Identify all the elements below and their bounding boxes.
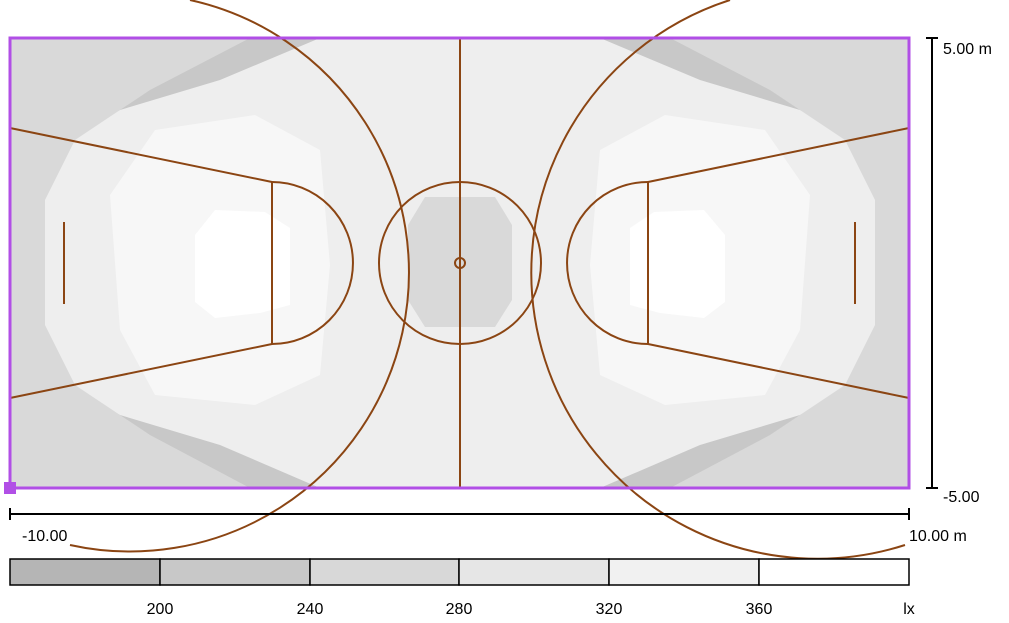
legend-band-2: [159, 558, 311, 586]
legend-band-1: [9, 558, 161, 586]
free-throw-arc-right: [566, 181, 649, 345]
legend-value-240: 240: [296, 601, 324, 618]
y-max-label: 5.00 m: [943, 41, 992, 58]
three-point-arc-right: [530, 0, 906, 560]
y-min-label: -5.00: [943, 489, 980, 506]
legend-band-4: [458, 558, 610, 586]
legend-bar: [9, 558, 910, 586]
origin-marker: [4, 482, 16, 494]
x-max-label: 10.00 m: [909, 528, 967, 545]
key-line-right-top: [647, 127, 910, 183]
key-line-left-bottom: [9, 343, 273, 399]
three-point-arc-left: [69, 0, 411, 553]
iso-zone-400-right: [630, 210, 725, 318]
key-line-left-top: [9, 127, 273, 183]
iso-zone-280-left: [10, 38, 250, 488]
legend-value-320: 320: [595, 601, 623, 618]
x-min-label: -10.00: [22, 528, 68, 545]
legend-band-5: [608, 558, 760, 586]
legend-value-280: 280: [445, 601, 473, 618]
legend-band-6: [758, 558, 910, 586]
iso-zone-400-left: [195, 210, 290, 318]
court-markings: [9, 0, 910, 560]
iso-zone-280-right: [670, 38, 909, 488]
center-spot: [454, 257, 466, 269]
legend-band-3: [309, 558, 460, 586]
field-boundary: [8, 36, 911, 490]
free-throw-arc-left: [271, 181, 354, 345]
key-line-right-bottom: [647, 343, 910, 399]
legend-unit: lx: [903, 601, 915, 618]
legend-value-360: 360: [745, 601, 773, 618]
center-circle: [378, 181, 542, 345]
legend-value-200: 200: [146, 601, 174, 618]
horizontal-scale: [9, 508, 910, 520]
vertical-scale: [926, 37, 938, 489]
